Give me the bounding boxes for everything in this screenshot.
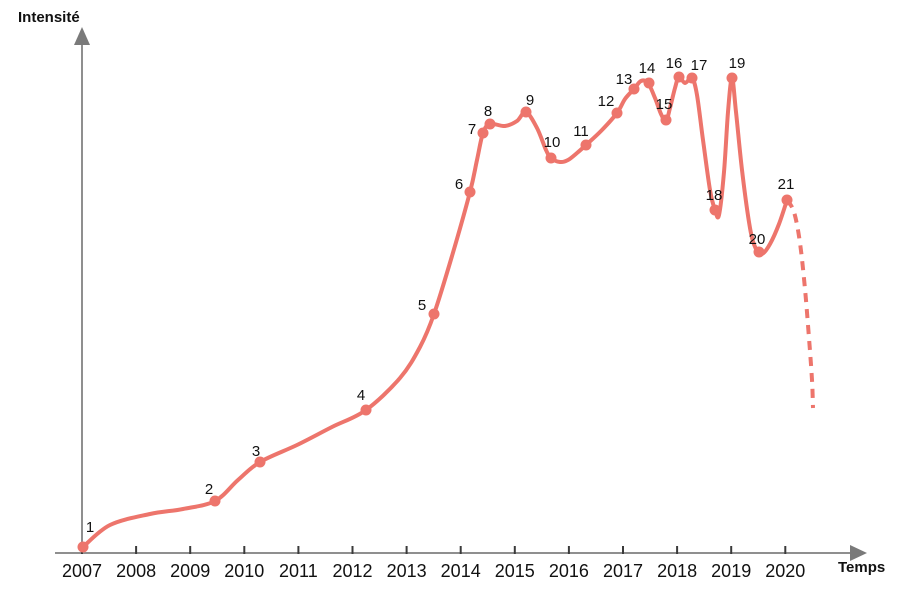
point-label-14: 14 xyxy=(639,60,656,77)
point-label-7: 7 xyxy=(468,121,476,138)
data-point-7 xyxy=(477,127,489,139)
data-point-8 xyxy=(484,118,496,130)
x-axis-arrow-icon xyxy=(850,545,867,561)
x-tick-label-2017: 2017 xyxy=(603,561,643,581)
data-point-9 xyxy=(520,106,532,118)
point-label-5: 5 xyxy=(418,297,426,314)
projection-dashed-curve xyxy=(785,198,815,409)
x-tick-label-2012: 2012 xyxy=(332,561,372,581)
x-tick-label-2016: 2016 xyxy=(549,561,589,581)
data-point-1 xyxy=(77,541,89,553)
x-tick-label-2019: 2019 xyxy=(711,561,751,581)
data-point-21 xyxy=(781,194,793,206)
x-tick-label-2009: 2009 xyxy=(170,561,210,581)
y-axis-title: Intensité xyxy=(18,9,80,26)
data-point-10 xyxy=(545,152,557,164)
data-point-12 xyxy=(611,107,623,119)
point-label-6: 6 xyxy=(455,176,463,193)
point-label-18: 18 xyxy=(706,187,723,204)
point-label-9: 9 xyxy=(526,92,534,109)
point-label-8: 8 xyxy=(484,103,492,120)
data-point-5 xyxy=(428,308,440,320)
point-label-12: 12 xyxy=(598,93,615,110)
x-tick-label-2014: 2014 xyxy=(441,561,481,581)
x-tick-label-2010: 2010 xyxy=(224,561,264,581)
x-tick-label-2015: 2015 xyxy=(495,561,535,581)
data-point-15 xyxy=(660,114,672,126)
data-point-11 xyxy=(580,139,592,151)
data-point-3 xyxy=(254,456,266,468)
data-point-16 xyxy=(673,71,685,83)
data-point-18 xyxy=(709,204,721,216)
x-tick-label-2011: 2011 xyxy=(279,561,318,581)
point-label-3: 3 xyxy=(252,443,260,460)
data-point-2 xyxy=(209,495,221,507)
x-tick-label-2013: 2013 xyxy=(387,561,427,581)
data-point-20 xyxy=(753,246,765,258)
intensity-curve xyxy=(81,74,789,549)
point-label-4: 4 xyxy=(357,387,365,404)
point-label-19: 19 xyxy=(729,55,746,72)
point-label-20: 20 xyxy=(749,231,766,248)
point-label-16: 16 xyxy=(666,55,683,72)
x-tick-label-2020: 2020 xyxy=(765,561,805,581)
data-point-17 xyxy=(686,72,698,84)
data-point-14 xyxy=(643,77,655,89)
data-point-19 xyxy=(726,72,738,84)
point-label-17: 17 xyxy=(691,57,708,74)
y-axis-arrow-icon xyxy=(74,27,90,45)
data-point-4 xyxy=(360,404,372,416)
data-point-13 xyxy=(628,83,640,95)
x-tick-label-2008: 2008 xyxy=(116,561,156,581)
x-tick-label-2007: 2007 xyxy=(62,561,102,581)
point-label-2: 2 xyxy=(205,481,213,498)
point-label-1: 1 xyxy=(86,519,94,536)
point-label-21: 21 xyxy=(778,176,795,193)
point-label-15: 15 xyxy=(656,96,673,113)
point-label-13: 13 xyxy=(616,71,633,88)
point-label-11: 11 xyxy=(573,123,589,140)
x-tick-label-2018: 2018 xyxy=(657,561,697,581)
data-point-6 xyxy=(464,186,476,198)
point-label-10: 10 xyxy=(544,134,561,151)
x-axis-title: Temps xyxy=(838,559,886,576)
